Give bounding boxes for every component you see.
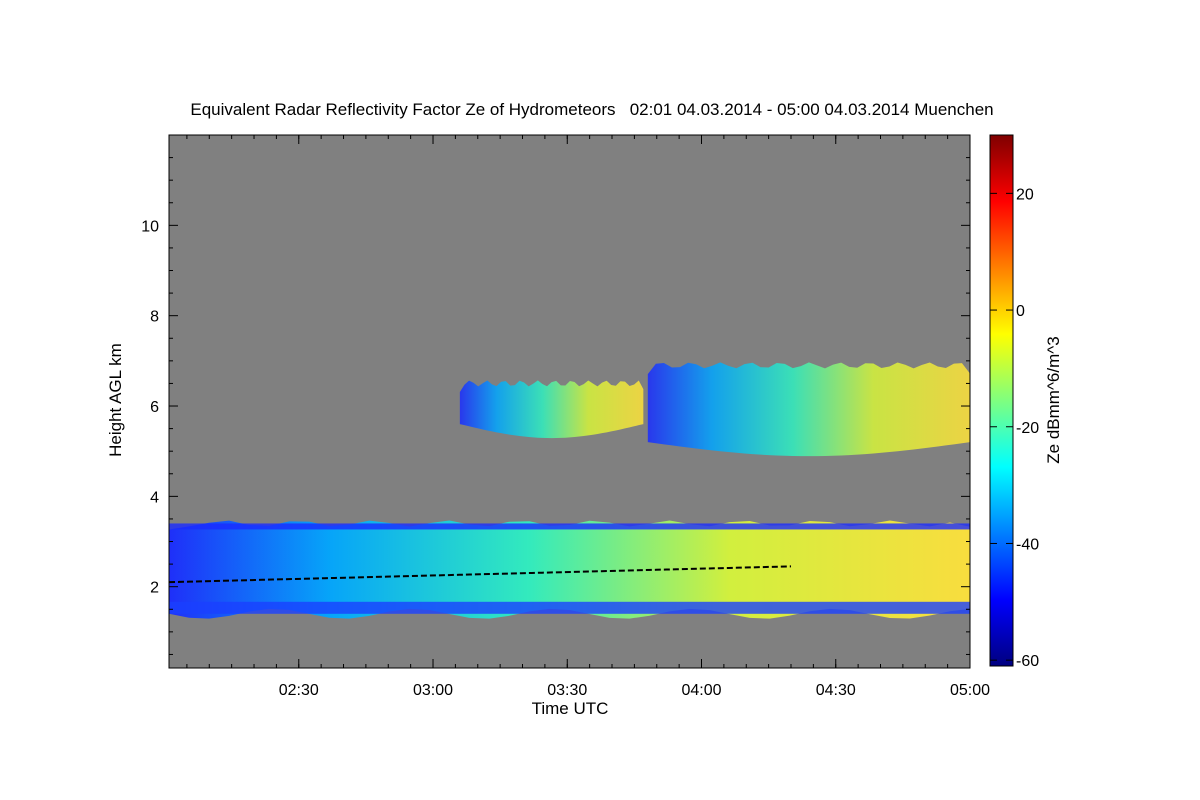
plot-frame — [168, 134, 971, 669]
y-tick-label-3: 8 — [150, 309, 159, 326]
cloud-layer-2 — [647, 362, 970, 457]
cloud-base-edge — [169, 601, 970, 614]
colorbar-tick-label-0: -60 — [1016, 653, 1039, 670]
x-tick-label-4: 04:30 — [816, 682, 856, 699]
y-tick-label-2: 6 — [150, 399, 159, 416]
colorbar-label: Ze dBmm^6/m^3 — [1044, 336, 1063, 463]
x-tick-label-0: 02:30 — [279, 682, 319, 699]
x-tick-label-2: 03:30 — [547, 682, 587, 699]
cloud-layer-0 — [169, 520, 970, 619]
colorbar-axis: -60 -40 -20 0 20 — [990, 186, 1039, 670]
colorbar-tick-label-1: -40 — [1016, 536, 1039, 553]
x-tick-label-3: 04:00 — [681, 682, 721, 699]
reflectivity-field — [169, 362, 970, 619]
colorbar-tick-label-2: -20 — [1016, 420, 1039, 437]
x-axis: 02:30 03:00 03:30 04:00 04:30 05:00 — [186, 135, 990, 699]
x-tick-label-1: 03:00 — [413, 682, 453, 699]
colorbar-tick-label-3: 0 — [1016, 303, 1025, 320]
bright-band-line — [169, 565, 792, 584]
colorbar — [989, 134, 1014, 667]
chart-title: Equivalent Radar Reflectivity Factor Ze … — [190, 100, 993, 119]
y-axis-label: Height AGL km — [106, 343, 125, 457]
y-tick-label-4: 10 — [141, 218, 159, 235]
y-tick-label-0: 2 — [150, 580, 159, 597]
x-axis-label: Time UTC — [532, 699, 609, 718]
cloud-top-edge — [169, 523, 970, 530]
y-tick-label-1: 4 — [150, 489, 159, 506]
cloud-layer-1 — [459, 380, 644, 439]
x-tick-label-5: 05:00 — [950, 682, 990, 699]
colorbar-tick-label-4: 20 — [1016, 186, 1034, 203]
y-axis: 2 4 6 8 10 — [141, 157, 970, 655]
